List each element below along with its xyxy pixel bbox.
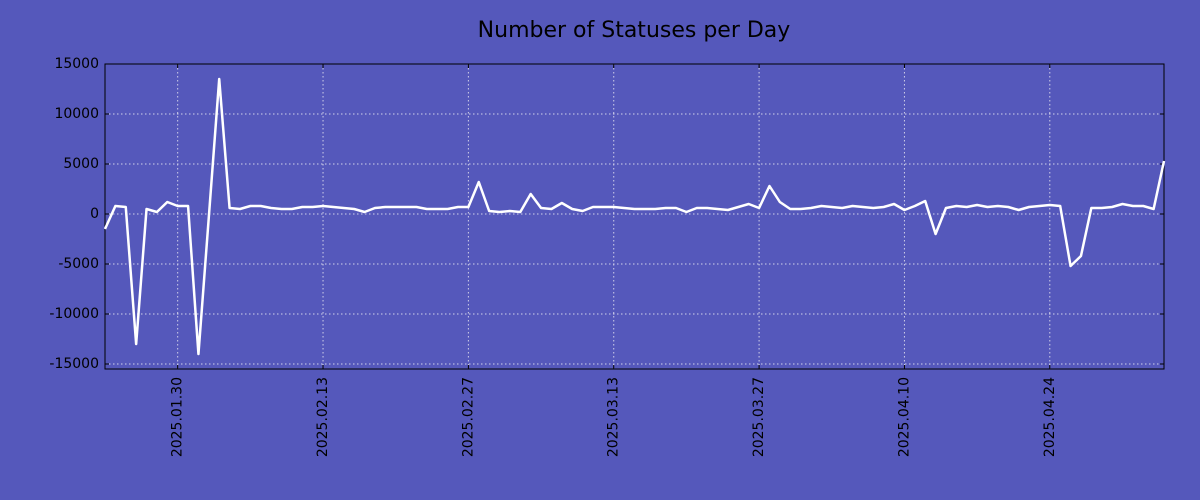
chart-title: Number of Statuses per Day	[478, 18, 791, 43]
data-line	[103, 77, 1166, 356]
plot-frame	[104, 63, 1165, 370]
y-tick-label: -15000	[49, 356, 99, 372]
y-tick-label: 10000	[54, 106, 99, 122]
x-tick-label: 2025.04.10	[896, 377, 912, 457]
y-tick-label: -5000	[58, 256, 99, 272]
x-tick-label: 2025.02.13	[315, 377, 331, 457]
x-tick-label: 2025.03.27	[751, 377, 767, 457]
x-tick-label: 2025.02.27	[460, 377, 476, 457]
x-tick-label: 2025.03.13	[606, 377, 622, 457]
y-tick-label: 5000	[63, 156, 99, 172]
x-tick-label: 2025.04.24	[1042, 377, 1058, 457]
y-tick-label: 15000	[54, 56, 99, 72]
y-tick-label: 0	[90, 206, 99, 222]
y-tick-label: -10000	[49, 306, 99, 322]
x-tick-label: 2025.01.30	[170, 377, 186, 457]
